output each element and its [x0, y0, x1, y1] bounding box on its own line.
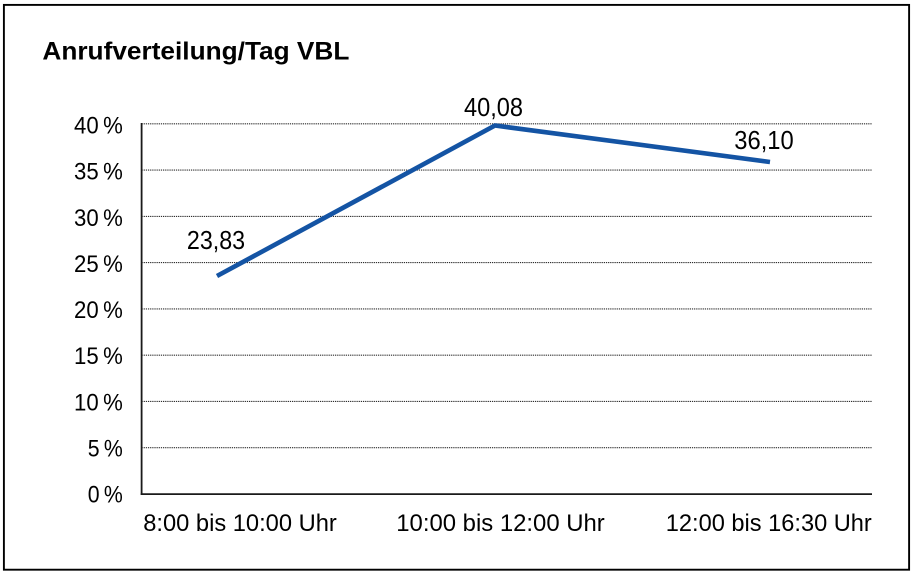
svg-text:35 %: 35 %: [74, 159, 123, 186]
svg-text:10:00 bis 12:00 Uhr: 10:00 bis 12:00 Uhr: [396, 510, 605, 537]
svg-text:40,08: 40,08: [464, 92, 523, 122]
svg-text:30 %: 30 %: [74, 205, 123, 232]
svg-text:12:00 bis 16:30 Uhr: 12:00 bis 16:30 Uhr: [666, 510, 872, 537]
svg-text:25 %: 25 %: [74, 251, 123, 278]
svg-text:8:00 bis 10:00 Uhr: 8:00 bis 10:00 Uhr: [143, 510, 337, 537]
svg-text:5 %: 5 %: [88, 435, 123, 462]
svg-text:10 %: 10 %: [74, 389, 123, 416]
svg-text:Anrufverteilung/Tag VBL: Anrufverteilung/Tag VBL: [42, 38, 349, 66]
svg-text:36,10: 36,10: [734, 125, 793, 155]
svg-text:40 %: 40 %: [74, 113, 123, 140]
svg-text:20 %: 20 %: [74, 297, 123, 324]
svg-text:15 %: 15 %: [74, 343, 123, 370]
svg-text:23,83: 23,83: [187, 225, 245, 255]
svg-text:0 %: 0 %: [88, 482, 123, 509]
